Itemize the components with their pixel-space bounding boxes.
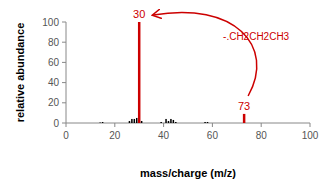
x-tick (66, 123, 67, 127)
y-tick (62, 22, 66, 23)
x-tick-label: 80 (256, 130, 268, 141)
y-tick-label: 100 (42, 17, 59, 28)
y-tick (62, 82, 66, 83)
x-tick (163, 123, 164, 127)
bar (165, 119, 167, 123)
bar (138, 22, 141, 123)
y-tick-label: 60 (48, 57, 60, 68)
y-tick-label: 0 (53, 118, 59, 129)
bar (131, 119, 133, 123)
bar (102, 122, 104, 123)
x-axis-label: mass/charge (m/z) (140, 167, 236, 179)
x-tick-label: 0 (63, 130, 69, 141)
bar (160, 122, 162, 123)
peak-label: 73 (238, 100, 250, 112)
annotations: 30 73 -.CH2CH2CH3 (133, 8, 290, 112)
bar (134, 119, 136, 123)
x-tick (114, 123, 115, 127)
y-tick-label: 80 (48, 37, 60, 48)
bar (170, 119, 172, 123)
annotation-arrow (153, 12, 257, 96)
bar (175, 122, 177, 123)
peak-label: 30 (133, 8, 145, 20)
bar (136, 118, 138, 123)
y-tick-label: 40 (48, 77, 60, 88)
bar (99, 122, 101, 123)
bar (173, 120, 175, 123)
annotation-text: -.CH2CH2CH3 (223, 31, 290, 42)
bar (141, 121, 143, 123)
x-tick (310, 123, 311, 127)
y-tick (62, 42, 66, 43)
y-tick (62, 62, 66, 63)
x-tick-label: 20 (109, 130, 121, 141)
bar (207, 122, 209, 123)
bar (168, 121, 170, 123)
x-tick-label: 100 (302, 130, 319, 141)
bar (129, 121, 131, 123)
y-tick-label: 20 (48, 97, 60, 108)
x-tick-label: 60 (207, 130, 219, 141)
x-tick-label: 40 (158, 130, 170, 141)
y-axis (66, 22, 67, 123)
bar (243, 114, 246, 123)
y-tick (62, 123, 66, 124)
y-tick (62, 102, 66, 103)
x-tick (261, 123, 262, 127)
bar (204, 122, 206, 123)
chart: 0 20 40 60 80 100 0 20 40 60 80 100 mass/charge (m/z… (0, 0, 325, 188)
x-tick (212, 123, 213, 127)
x-axis (66, 123, 310, 124)
y-axis-label: relative abundance (14, 23, 26, 123)
